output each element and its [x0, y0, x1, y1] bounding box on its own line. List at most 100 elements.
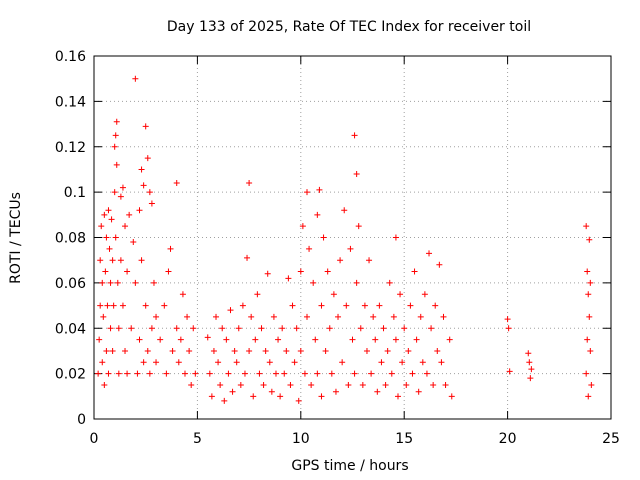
data-point: [275, 336, 282, 343]
data-point: [97, 302, 104, 309]
data-point: [146, 370, 153, 377]
data-point: [107, 279, 114, 286]
data-point: [505, 325, 512, 332]
data-point: [237, 381, 244, 388]
data-point: [332, 388, 339, 395]
data-point: [345, 381, 352, 388]
data-point: [258, 325, 265, 332]
data-point: [289, 302, 296, 309]
data-point: [163, 370, 170, 377]
data-point: [241, 370, 248, 377]
data-point: [353, 170, 360, 177]
data-point: [285, 275, 292, 282]
data-point: [405, 347, 412, 354]
data-point: [337, 257, 344, 264]
data-point: [105, 207, 112, 214]
data-point: [239, 302, 246, 309]
data-point: [113, 118, 120, 125]
data-point: [112, 234, 119, 241]
data-point: [157, 336, 164, 343]
data-point: [153, 359, 160, 366]
data-point: [399, 359, 406, 366]
data-point: [426, 250, 433, 257]
data-point: [96, 336, 103, 343]
data-point: [132, 75, 139, 82]
data-point: [397, 291, 404, 298]
data-point: [107, 325, 114, 332]
x-tick-label: 20: [499, 431, 517, 447]
data-point: [235, 325, 242, 332]
data-point: [335, 313, 342, 320]
data-point: [97, 257, 104, 264]
data-point: [204, 334, 211, 341]
data-point: [318, 393, 325, 400]
data-point: [436, 261, 443, 268]
data-point: [361, 302, 368, 309]
data-point: [115, 325, 122, 332]
data-point: [101, 211, 108, 218]
y-tick-label: 0.12: [55, 140, 86, 156]
data-point: [223, 336, 230, 343]
data-point: [206, 370, 213, 377]
x-tick-label: 0: [90, 431, 99, 447]
y-axis-label: ROTI / TECUs: [8, 192, 24, 284]
data-point: [99, 279, 106, 286]
data-point: [324, 268, 331, 275]
data-point: [287, 381, 294, 388]
data-point: [291, 359, 298, 366]
data-point: [506, 368, 513, 375]
data-point: [188, 381, 195, 388]
data-point: [153, 313, 160, 320]
data-point: [308, 381, 315, 388]
data-point: [384, 347, 391, 354]
data-point: [392, 234, 399, 241]
data-point: [140, 182, 147, 189]
y-tick-label: 0.1: [64, 185, 86, 201]
data-point: [104, 302, 111, 309]
chart-title: Day 133 of 2025, Rate Of TEC Index for r…: [167, 19, 531, 35]
data-point: [250, 393, 257, 400]
data-point: [584, 268, 591, 275]
data-point: [260, 381, 267, 388]
data-point: [430, 381, 437, 388]
data-point: [368, 370, 375, 377]
data-point: [136, 207, 143, 214]
data-point: [392, 336, 399, 343]
data-point: [583, 223, 590, 230]
data-point: [279, 325, 286, 332]
data-point: [100, 313, 107, 320]
data-point: [299, 223, 306, 230]
data-point: [448, 393, 455, 400]
data-point: [446, 336, 453, 343]
data-point: [264, 270, 271, 277]
data-point: [326, 325, 333, 332]
data-point: [105, 370, 112, 377]
data-point: [142, 302, 149, 309]
data-point: [432, 302, 439, 309]
data-point: [138, 166, 145, 173]
data-point: [390, 313, 397, 320]
y-tick-label: 0.04: [55, 321, 86, 337]
data-point: [504, 316, 511, 323]
data-point: [270, 313, 277, 320]
data-point: [297, 268, 304, 275]
data-point: [161, 302, 168, 309]
data-point: [297, 347, 304, 354]
data-point: [106, 245, 113, 252]
data-point: [142, 123, 149, 130]
data-point: [415, 388, 422, 395]
data-point: [219, 325, 226, 332]
data-point: [114, 279, 121, 286]
data-point: [268, 388, 275, 395]
data-point: [394, 393, 401, 400]
data-point: [413, 336, 420, 343]
data-point: [376, 302, 383, 309]
data-point: [587, 347, 594, 354]
data-point: [181, 370, 188, 377]
data-point: [99, 359, 106, 366]
data-point: [138, 257, 145, 264]
data-point: [119, 302, 126, 309]
data-point: [583, 370, 590, 377]
data-point: [318, 302, 325, 309]
data-point: [173, 180, 180, 187]
